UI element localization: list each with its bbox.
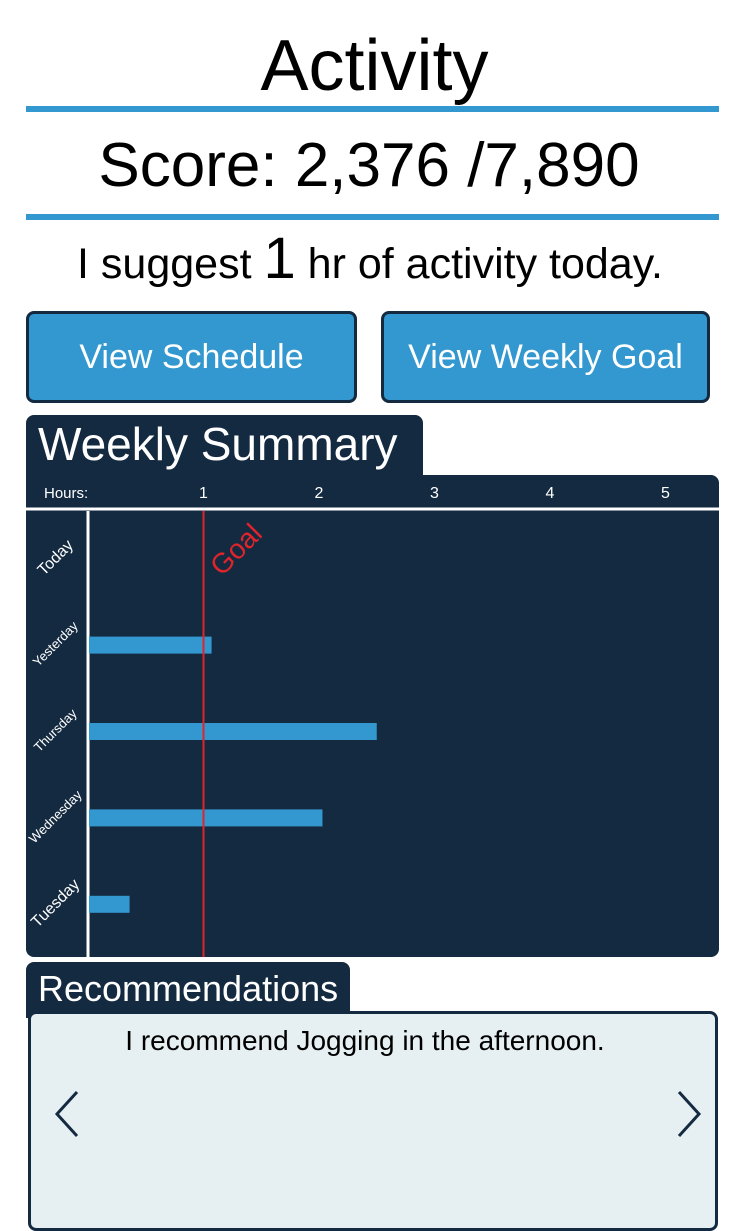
x-axis-label: Hours: xyxy=(44,485,88,502)
recommendation-text: I recommend Jogging in the afternoon. xyxy=(125,1025,605,1056)
chevron-left-icon xyxy=(54,1090,79,1138)
suggestion-prefix: I suggest xyxy=(77,240,264,288)
title-divider xyxy=(26,106,719,112)
next-recommendation-button[interactable] xyxy=(671,1084,711,1144)
suggestion-suffix: hr of activity today. xyxy=(295,240,663,288)
chart-canvas: Hours: 1 2 3 4 5 Today Yesterday Thursday Wedne… xyxy=(26,485,719,957)
view-schedule-button[interactable]: View Schedule xyxy=(26,311,357,403)
recommendations-title: Recommendations xyxy=(26,962,350,1018)
recommendations-panel: I recommend Jogging in the afternoon. xyxy=(28,1011,718,1231)
category-label-yesterday: Yesterday xyxy=(30,618,82,670)
previous-recommendation-button[interactable] xyxy=(51,1084,91,1144)
bar-thursday xyxy=(89,723,377,740)
bar-yesterday xyxy=(89,636,212,654)
category-label-today: Today xyxy=(35,537,77,579)
score-divider xyxy=(26,214,719,220)
chevron-right-icon xyxy=(677,1090,702,1138)
x-tick-label: 4 xyxy=(546,485,555,502)
activity-suggestion: I suggest 1 hr of activity today. xyxy=(0,226,740,297)
score-display: Score: 2,376 /7,890 xyxy=(98,131,640,200)
weekly-summary-chart: Hours: 1 2 3 4 5 Today Yesterday Thursday Wedne… xyxy=(26,475,719,957)
x-tick-label: 1 xyxy=(199,485,208,502)
x-tick-label: 5 xyxy=(661,485,670,502)
bar-wednesday xyxy=(89,809,323,827)
view-weekly-goal-button[interactable]: View Weekly Goal xyxy=(381,311,710,403)
goal-label: Goal xyxy=(204,518,268,582)
category-label-thursday: Thursday xyxy=(31,705,80,754)
category-label-tuesday: Tuesday xyxy=(28,876,83,931)
page-title: Activity xyxy=(260,26,489,106)
x-tick-label: 2 xyxy=(315,485,324,502)
bar-tuesday xyxy=(89,895,130,913)
category-label-wednesday: Wednesday xyxy=(26,787,85,846)
weekly-summary-title: Weekly Summary xyxy=(26,415,423,479)
suggested-hours: 1 xyxy=(263,226,296,291)
x-tick-label: 3 xyxy=(430,485,439,502)
